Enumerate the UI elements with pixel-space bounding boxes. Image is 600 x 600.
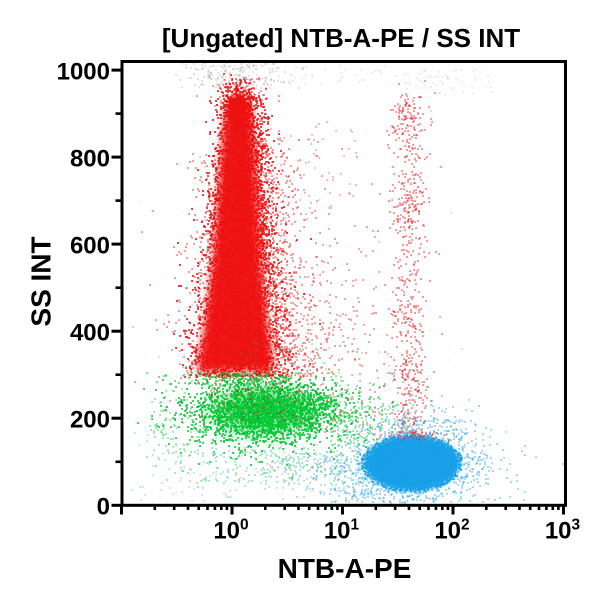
svg-text:600: 600	[70, 232, 110, 259]
svg-text:NTB-A-PE: NTB-A-PE	[278, 553, 412, 584]
svg-text:SS INT: SS INT	[26, 236, 57, 326]
svg-text:101: 101	[324, 517, 360, 545]
svg-text:[Ungated] NTB-A-PE / SS INT: [Ungated] NTB-A-PE / SS INT	[162, 23, 520, 53]
svg-text:0: 0	[97, 494, 110, 521]
svg-text:1000: 1000	[57, 58, 110, 85]
svg-text:200: 200	[70, 407, 110, 434]
svg-text:400: 400	[70, 320, 110, 347]
svg-text:800: 800	[70, 145, 110, 172]
